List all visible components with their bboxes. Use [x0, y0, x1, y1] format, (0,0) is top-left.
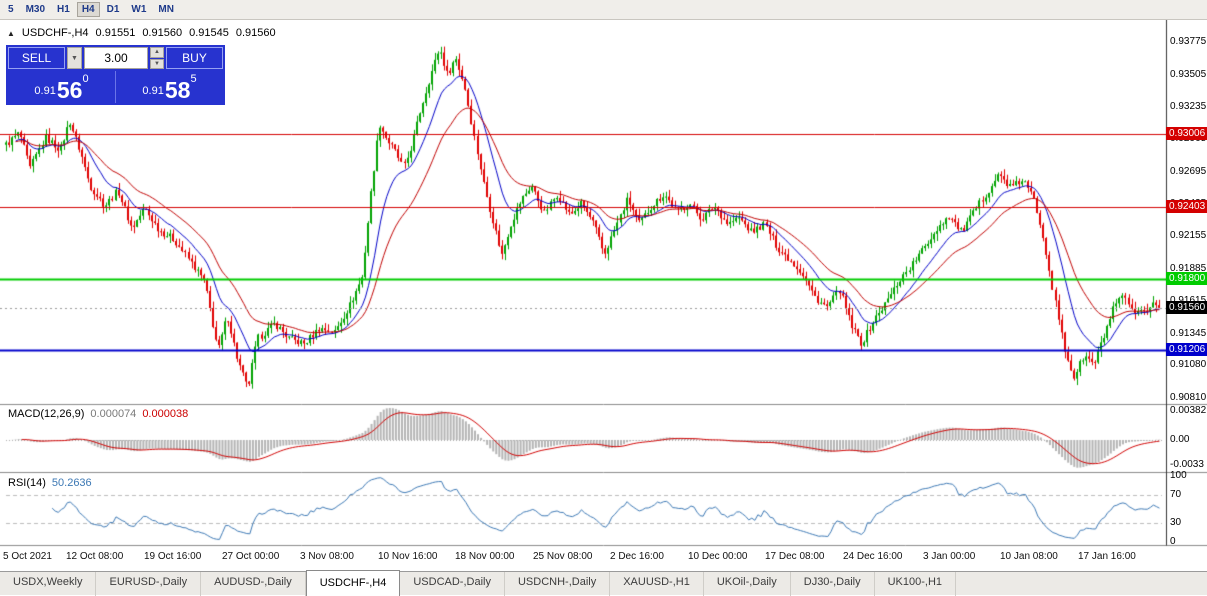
chart-tab-ukoil-daily[interactable]: UKOil-,Daily	[704, 572, 791, 596]
time-axis-label: 19 Oct 16:00	[144, 551, 202, 562]
rsi-name: RSI(14)	[8, 477, 46, 489]
chart-symbol-title: USDCHF-,H4	[21, 27, 89, 39]
sell-button[interactable]: SELL	[8, 47, 65, 69]
timeframe-button-m30[interactable]: M30	[25, 4, 46, 15]
lot-increase-icon[interactable]: ▲	[150, 47, 164, 58]
price-tick: 0.93235	[1170, 100, 1207, 112]
price-tick: 0.90810	[1170, 391, 1207, 403]
timeframe-button-5[interactable]: 5	[8, 4, 14, 15]
chart-tab-dj30-daily[interactable]: DJ30-,Daily	[791, 572, 875, 596]
one-click-panel-toggle-icon[interactable]: ▲	[7, 28, 15, 38]
price-tick: 0.91080	[1170, 359, 1207, 371]
chart-tab-xauusd-h1[interactable]: XAUUSD-,H1	[610, 572, 704, 596]
price-tick: 0.92155	[1170, 230, 1207, 242]
chart-tab-eurusd-daily[interactable]: EURUSD-,Daily	[96, 572, 202, 596]
buy-button[interactable]: BUY	[166, 47, 223, 69]
lot-stepper: ▲ ▼	[150, 47, 164, 69]
chart-tab-usdx-weekly[interactable]: USDX,Weekly	[0, 572, 97, 596]
chart-tab-usdcad-daily[interactable]: USDCAD-,Daily	[400, 572, 505, 596]
time-axis-label: 5 Oct 2021	[3, 551, 52, 562]
buy-price-big-digits: 58	[164, 77, 191, 103]
price-tick: 0.91345	[1170, 327, 1207, 339]
timeframe-toolbar: 5 M30 H1 H4 D1 W1 MN	[0, 0, 1207, 20]
timeframe-button-mn[interactable]: MN	[158, 4, 174, 15]
lot-dropdown-icon[interactable]: ▼	[67, 47, 82, 69]
price-tick: 0.91615	[1170, 295, 1206, 307]
rsi-indicator-label: RSI(14) 50.2636	[8, 477, 92, 489]
chart-tab-audusd-daily[interactable]: AUDUSD-,Daily	[201, 572, 306, 596]
rsi-axis-label: 0	[1170, 536, 1176, 547]
quote-low: 0.91545	[189, 27, 229, 39]
chart-tab-uk100-h1[interactable]: UK100-,H1	[875, 572, 957, 596]
price-level-badge: 0.91206	[1166, 343, 1207, 357]
lot-decrease-icon[interactable]: ▼	[150, 58, 164, 69]
timeframe-button-h4[interactable]: H4	[76, 2, 100, 17]
time-axis-label: 17 Dec 08:00	[765, 551, 825, 562]
quote-high: 0.91560	[142, 27, 183, 39]
macd-axis-label: 0.00	[1170, 434, 1190, 445]
time-axis-label: 17 Jan 16:00	[1078, 551, 1136, 562]
time-axis-label: 3 Nov 08:00	[300, 551, 354, 562]
price-axis[interactable]: 0.937750.935050.932350.929650.926950.924…	[1166, 0, 1207, 571]
timeframe-button-d1[interactable]: D1	[106, 4, 120, 15]
price-tick: 0.92695	[1170, 165, 1207, 177]
price-level-badge: 0.92403	[1166, 199, 1207, 213]
time-axis[interactable]: 5 Oct 2021 12 Oct 08:00 19 Oct 16:00 27 Oct…	[0, 548, 1166, 570]
chart-header: ▲ USDCHF-,H4 0.91551 0.91560 0.91545 0.9…	[7, 27, 276, 39]
price-tick: 0.93775	[1170, 36, 1207, 48]
rsi-value: 50.2636	[51, 477, 92, 489]
timeframe-button-h1[interactable]: H1	[57, 4, 70, 15]
time-axis-label: 10 Jan 08:00	[1000, 551, 1058, 562]
timeframe-button-w1[interactable]: W1	[131, 4, 147, 15]
sell-price-display[interactable]: 0.91 56 0	[8, 71, 115, 103]
buy-price-prefix: 0.91	[142, 85, 164, 97]
macd-signal-value: 0.000038	[142, 408, 189, 420]
buy-price-display[interactable]: 0.91 58 5	[115, 71, 223, 103]
time-axis-label: 27 Oct 00:00	[222, 551, 280, 562]
time-axis-label: 3 Jan 00:00	[923, 551, 976, 562]
rsi-axis-label: 70	[1170, 489, 1182, 500]
sell-price-big-digits: 56	[56, 77, 83, 103]
rsi-axis-label: 30	[1170, 517, 1182, 528]
price-level-badge: 0.91800	[1166, 272, 1207, 286]
lot-size-input[interactable]: 3.00	[84, 47, 148, 69]
sell-price-prefix: 0.91	[34, 85, 56, 97]
time-axis-label: 10 Nov 16:00	[378, 551, 438, 562]
timeframe-buttons: 5 M30 H1 H4 D1 W1 MN	[2, 2, 180, 17]
rsi-axis-label: 100	[1170, 470, 1187, 481]
macd-name: MACD(12,26,9)	[8, 408, 85, 420]
buy-price-pip-digit: 5	[190, 73, 197, 85]
time-axis-label: 12 Oct 08:00	[66, 551, 124, 562]
chart-tabs-bar: USDX,Weekly EURUSD-,Daily AUDUSD-,Daily USD…	[0, 570, 1207, 596]
time-axis-label: 24 Dec 16:00	[843, 551, 903, 562]
one-click-trading-panel: SELL ▼ 3.00 ▲ ▼ BUY 0.91 56 0 0.91 58 5	[6, 45, 225, 105]
time-axis-label: 25 Nov 08:00	[533, 551, 593, 562]
chart-tab-usdcnh-daily[interactable]: USDCNH-,Daily	[505, 572, 611, 596]
price-tick: 0.93505	[1170, 68, 1207, 80]
macd-axis-label: 0.00382	[1170, 405, 1207, 417]
macd-axis-label: -0.0033	[1170, 458, 1204, 470]
quote-close: 0.91560	[235, 27, 276, 39]
quote-open: 0.91551	[95, 27, 136, 39]
time-axis-label: 18 Nov 00:00	[455, 551, 515, 562]
macd-main-value: 0.000074	[90, 408, 137, 420]
chart-tab-usdchf-h4[interactable]: USDCHF-,H4	[305, 570, 401, 596]
sell-price-pip-digit: 0	[82, 73, 89, 85]
current-price-badge: 0.91560	[1166, 300, 1207, 314]
price-tick: 0.91885	[1170, 262, 1207, 274]
time-axis-label: 10 Dec 00:00	[688, 551, 748, 562]
price-level-badge: 0.93006	[1166, 127, 1207, 141]
time-axis-label: 2 Dec 16:00	[610, 551, 664, 562]
macd-indicator-label: MACD(12,26,9) 0.000074 0.000038	[8, 408, 188, 420]
